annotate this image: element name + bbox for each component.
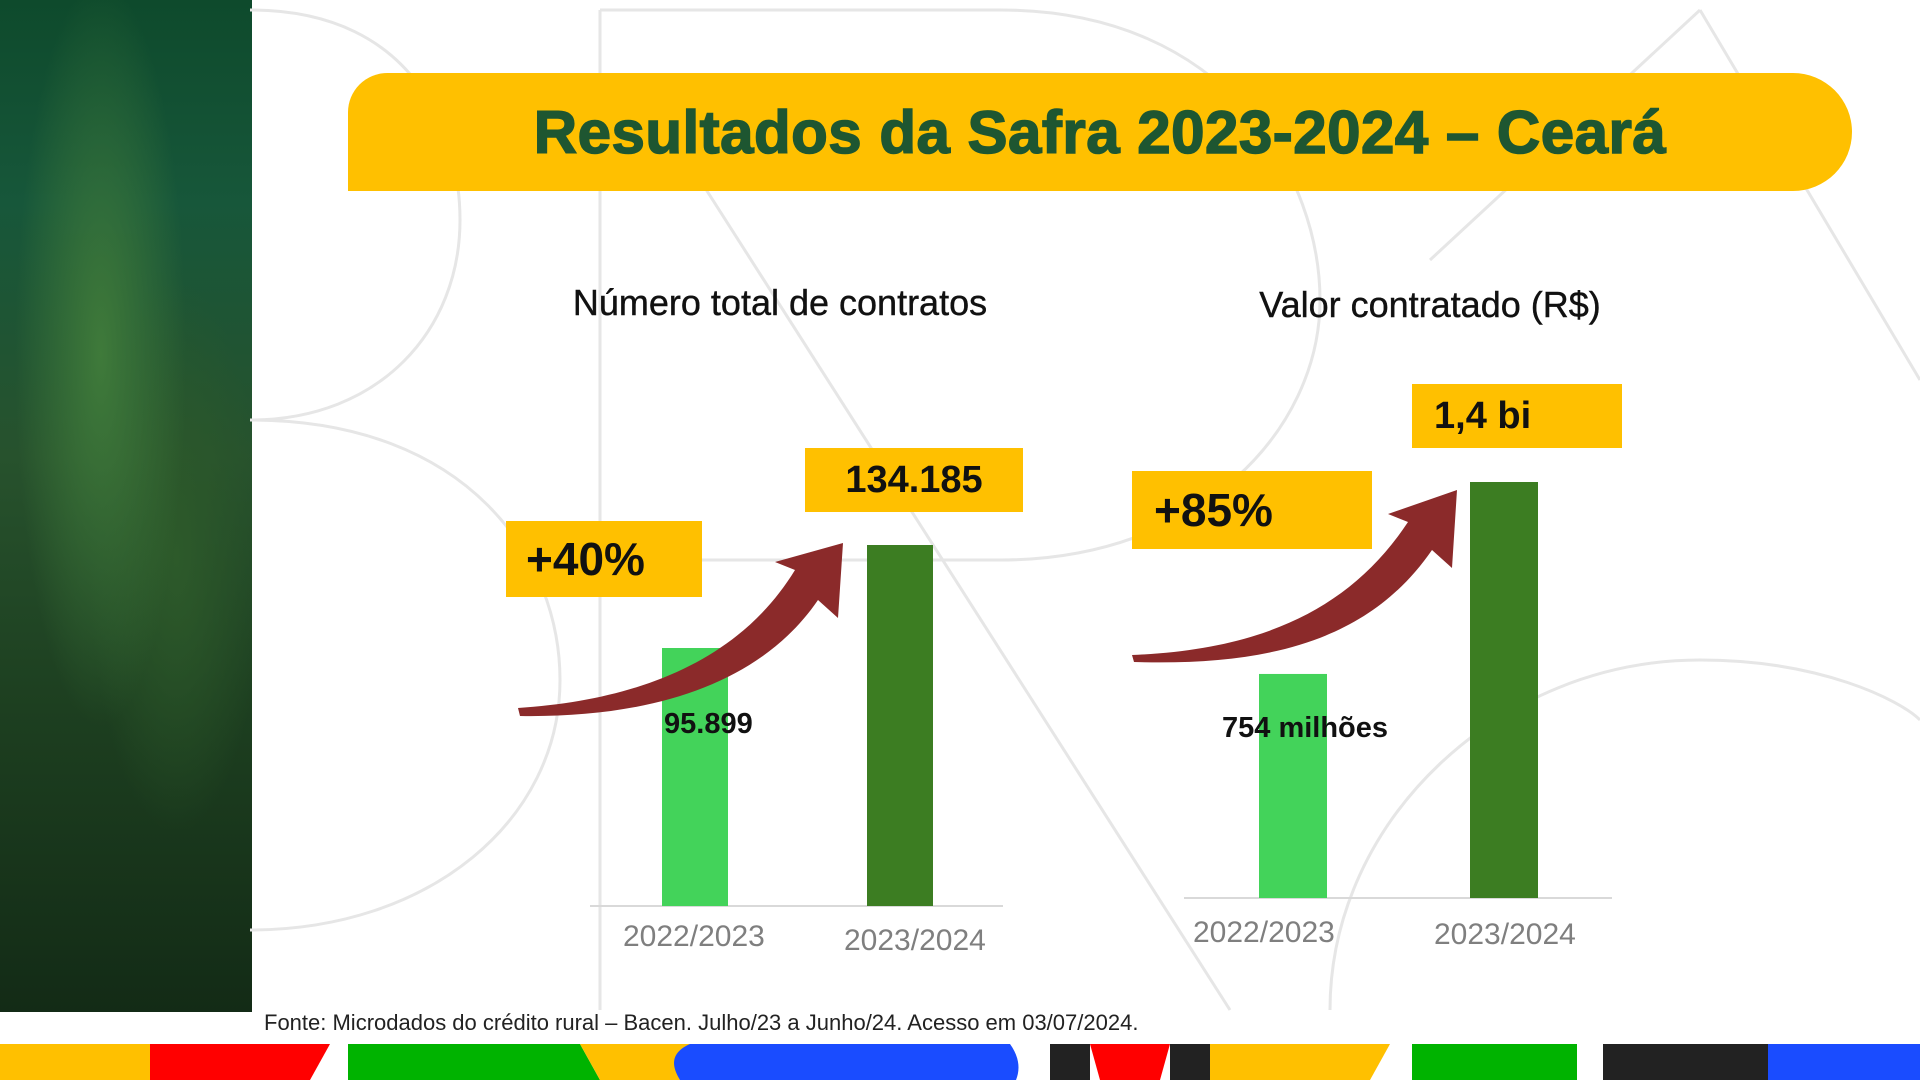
title-banner: Resultados da Safra 2023-2024 – Ceará xyxy=(348,73,1852,191)
data-label-value-2023-2024: 1,4 bi xyxy=(1412,384,1622,448)
page-title: Resultados da Safra 2023-2024 – Ceará xyxy=(533,98,1667,167)
bottom-color-stripe xyxy=(0,1044,1920,1080)
source-note: Fonte: Microdados do crédito rural – Bac… xyxy=(264,1010,1139,1035)
growth-arrow-value xyxy=(1132,490,1457,663)
side-photo-farm-field xyxy=(0,0,252,1012)
data-label-contracts-2023-2024: 134.185 xyxy=(805,448,1023,512)
data-label-value-2022-2023: 754 milhões xyxy=(1222,712,1389,744)
bar-contracts-2023-2024 xyxy=(867,545,933,906)
chart-value-title: Valor contratado (R$) xyxy=(1259,284,1601,325)
chart-contracts-title: Número total de contratos xyxy=(572,282,988,323)
tick-label-contracts-2023-2024: 2023/2024 xyxy=(844,924,986,957)
data-label-contracts-2022-2023: 95.899 xyxy=(664,708,753,740)
bar-value-2023-2024 xyxy=(1470,482,1538,898)
bar-value-2022-2023 xyxy=(1259,673,1327,898)
growth-badge-value: +85% xyxy=(1132,471,1372,549)
growth-badge-contracts: +40% xyxy=(506,521,702,597)
tick-label-contracts-2022-2023: 2022/2023 xyxy=(623,920,765,953)
tick-label-value-2022-2023: 2022/2023 xyxy=(1193,916,1335,949)
growth-arrow-contracts xyxy=(518,543,843,717)
tick-label-value-2023-2024: 2023/2024 xyxy=(1434,918,1576,951)
